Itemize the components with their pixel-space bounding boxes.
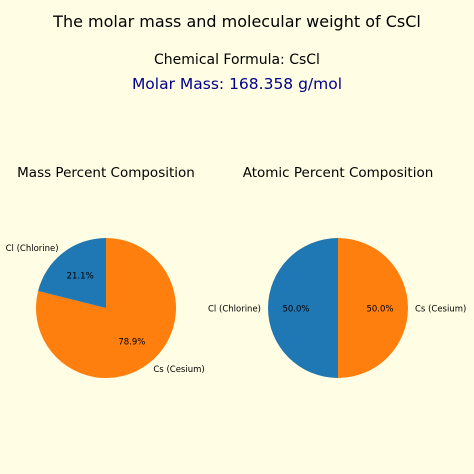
pie-2-value-label-cl: 50.0% bbox=[282, 305, 309, 315]
molar-mass: Molar Mass: 168.358 g/mol bbox=[131, 75, 343, 93]
pie-title-1: Mass Percent Composition bbox=[17, 165, 195, 181]
chemical-formula: Chemical Formula: CsCl bbox=[154, 52, 320, 68]
pie-1-label-cl: Cl (Chlorine) bbox=[6, 244, 59, 254]
pie-2-slice-cl bbox=[268, 238, 338, 378]
pie-2-label-cs: Cs (Cesium) bbox=[415, 305, 466, 315]
figure-title: The molar mass and molecular weight of C… bbox=[53, 12, 421, 31]
pie-title-2: Atomic Percent Composition bbox=[243, 165, 434, 181]
pie-1-value-label-cl: 21.1% bbox=[67, 271, 94, 281]
pie-2-label-cl: Cl (Chlorine) bbox=[208, 305, 261, 315]
pie-1-slice-cl bbox=[38, 238, 106, 308]
pie-2-value-label-cs: 50.0% bbox=[366, 305, 393, 315]
pie-1-value-label-cs: 78.9% bbox=[118, 338, 145, 348]
pie-2-slice-cs bbox=[338, 238, 408, 378]
pie-1-label-cs: Cs (Cesium) bbox=[153, 365, 204, 375]
